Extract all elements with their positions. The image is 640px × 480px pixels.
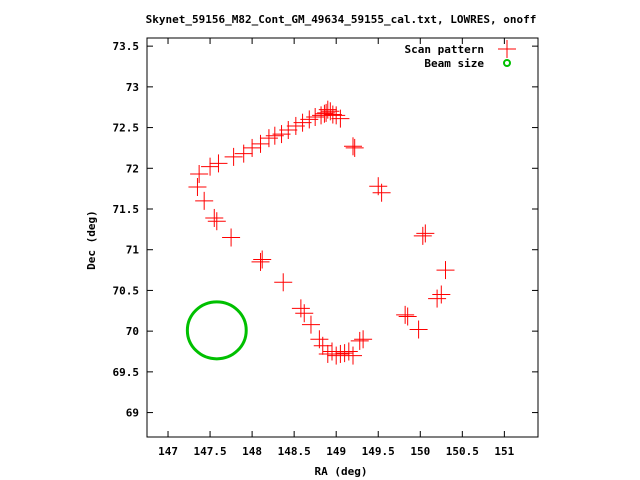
- y-tick-label: 70: [126, 325, 139, 338]
- x-axis: 147 147.5 148 148.5 149 149.5 150 150.5 151: [158, 38, 515, 458]
- scan-point: [286, 116, 305, 135]
- x-tick-label: 151: [494, 445, 514, 458]
- y-tick-label: 72: [126, 162, 139, 175]
- y-tick-label: 70.5: [113, 284, 140, 297]
- x-tick-label: 147: [158, 445, 178, 458]
- scan-point: [428, 289, 447, 308]
- scan-point: [313, 336, 332, 355]
- scan-point: [323, 105, 342, 124]
- scan-point: [327, 106, 346, 125]
- y-axis-label: Dec (deg): [85, 210, 98, 270]
- y-tick-label: 72.5: [113, 122, 140, 135]
- x-tick-label: 150.5: [446, 445, 479, 458]
- scan-point: [253, 250, 272, 269]
- scan-point: [322, 342, 341, 361]
- scan-point: [274, 273, 293, 292]
- scan-point: [291, 299, 310, 318]
- scan-point: [195, 191, 214, 210]
- scan-point: [188, 178, 207, 197]
- scan-point: [413, 226, 432, 245]
- scan-point: [354, 330, 373, 349]
- x-tick-label: 148: [242, 445, 262, 458]
- scan-point: [317, 103, 336, 122]
- scan-point: [409, 320, 428, 339]
- y-tick-label: 69: [126, 407, 139, 420]
- x-tick-label: 150: [410, 445, 430, 458]
- scan-point: [222, 228, 241, 247]
- y-axis: 69 69.5 70 70.5 71 71.5 72 72.5 73 73.5: [113, 40, 538, 420]
- y-tick-label: 69.5: [113, 366, 140, 379]
- scan-point: [301, 315, 320, 334]
- scan-point: [251, 252, 270, 271]
- legend-marker-scan-pattern: [498, 40, 516, 58]
- scan-point: [205, 208, 224, 227]
- scan-point: [310, 330, 329, 349]
- scan-point: [234, 144, 253, 163]
- scan-point: [295, 304, 314, 323]
- x-tick-label: 148.5: [278, 445, 311, 458]
- plot-area: [185, 100, 455, 365]
- x-tick-label: 147.5: [194, 445, 227, 458]
- scan-point: [416, 224, 435, 243]
- scan-point: [207, 212, 226, 231]
- scan-point: [272, 125, 291, 144]
- scan-point: [293, 113, 312, 132]
- scan-point: [279, 121, 298, 140]
- scan-point: [345, 138, 364, 157]
- y-tick-label: 71: [126, 244, 140, 257]
- scan-point: [331, 109, 350, 128]
- chart-title: Skynet_59156_M82_Cont_GM_49634_59155_cal…: [146, 13, 537, 26]
- scan-point: [201, 157, 220, 176]
- scan-point: [344, 346, 363, 365]
- plot-frame: [146, 37, 539, 438]
- legend-label-beam-size: Beam size: [424, 57, 484, 70]
- scan-point: [243, 138, 262, 157]
- scan-point: [432, 285, 451, 304]
- scan-point: [224, 147, 243, 166]
- y-tick-label: 71.5: [113, 203, 140, 216]
- x-tick-label: 149: [326, 445, 346, 458]
- scan-point: [398, 307, 417, 326]
- scan-point: [209, 154, 228, 173]
- x-tick-label: 149.5: [362, 445, 395, 458]
- scan-point: [436, 261, 455, 280]
- y-tick-label: 73.5: [113, 40, 140, 53]
- scan-point: [335, 344, 354, 363]
- x-axis-label: RA (deg): [315, 465, 368, 478]
- scan-point: [331, 344, 350, 363]
- scan-point: [339, 342, 358, 361]
- scan-point: [190, 164, 209, 183]
- legend-label-scan-pattern: Scan pattern: [405, 43, 484, 56]
- scan-point: [372, 183, 391, 202]
- scan-point: [350, 331, 369, 350]
- scan-point: [251, 134, 270, 153]
- scan-point: [327, 346, 346, 365]
- scan-point: [344, 137, 363, 156]
- scan-point: [265, 126, 284, 145]
- scan-point: [369, 177, 388, 196]
- legend-marker-beam-size: [503, 59, 511, 67]
- y-tick-label: 73: [126, 81, 139, 94]
- scan-point: [396, 305, 415, 324]
- beam-size-circle: [185, 300, 248, 361]
